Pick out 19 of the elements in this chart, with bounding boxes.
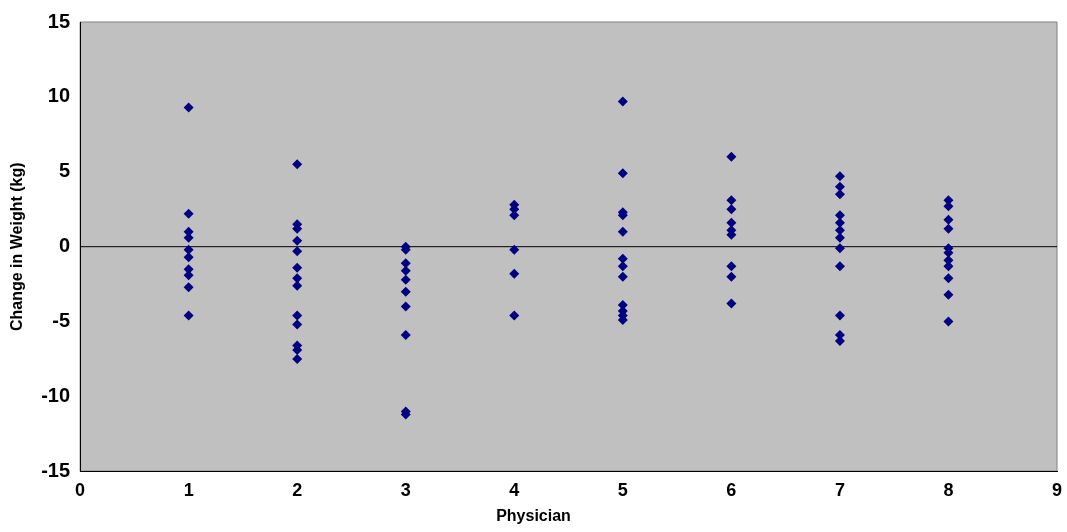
y-tick-label: 5 — [58, 159, 71, 182]
x-tick-label: 9 — [1051, 480, 1063, 501]
x-axis-title: Physician — [495, 507, 572, 525]
x-tick-label: 1 — [183, 480, 194, 501]
x-tick-label: 2 — [292, 480, 303, 501]
y-tick-label: 15 — [47, 9, 71, 32]
y-axis-title: Change in Weight (kg) — [8, 162, 26, 331]
x-tick-label: 6 — [726, 480, 737, 501]
y-tick-label: -10 — [41, 384, 71, 407]
x-tick-label: 0 — [75, 480, 86, 501]
x-tick-label: 3 — [400, 480, 411, 501]
x-tick-label: 5 — [617, 480, 628, 501]
y-tick-label: -5 — [52, 309, 71, 332]
x-tick-label: 7 — [834, 480, 845, 501]
y-tick-label: -15 — [41, 458, 71, 481]
y-tick-label: 0 — [58, 234, 71, 257]
y-tick-label: 10 — [47, 84, 71, 107]
x-tick-label: 4 — [509, 480, 520, 501]
x-tick-label: 8 — [943, 480, 954, 501]
